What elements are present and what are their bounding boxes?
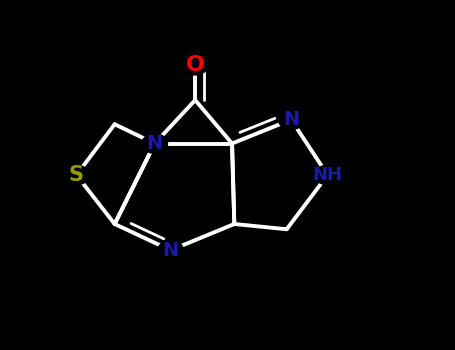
Circle shape (315, 165, 340, 185)
Text: N: N (283, 110, 299, 129)
Text: S: S (69, 165, 84, 185)
Text: O: O (186, 55, 205, 75)
Circle shape (64, 165, 89, 185)
Circle shape (142, 134, 167, 153)
Text: NH: NH (313, 166, 343, 184)
Circle shape (158, 240, 183, 260)
Text: N: N (162, 241, 179, 260)
Circle shape (278, 110, 304, 130)
Text: N: N (147, 134, 163, 153)
Circle shape (182, 55, 208, 75)
